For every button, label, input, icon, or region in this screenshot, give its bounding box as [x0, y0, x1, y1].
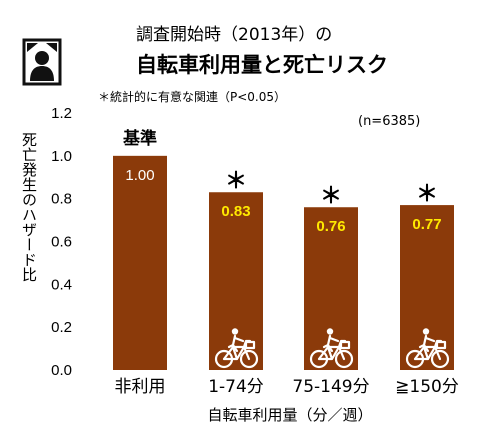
y-axis-title: 死亡発生のハザード比 [20, 132, 38, 282]
significance-note: ＊統計的に有意な関連（P<0.05） [98, 89, 286, 104]
bars [113, 155, 454, 370]
significance-marker: ＊ [320, 184, 342, 209]
sample-size: (n=6385) [358, 114, 420, 129]
y-axis-ticks: 0.0 0.2 0.4 0.6 0.8 1.0 1.2 [51, 105, 72, 379]
y-tick-label: 0.2 [51, 319, 72, 336]
x-category-label: 非利用 [115, 377, 166, 397]
x-category-label: 75-149分 [292, 377, 369, 397]
bicycle-icon [405, 328, 450, 369]
bar-value-label: 0.76 [316, 218, 345, 235]
y-tick-label: 1.0 [51, 148, 72, 165]
y-tick-label: 1.2 [51, 105, 72, 122]
chart-title-line2: 自転車利用量と死亡リスク [136, 53, 388, 77]
bar-value-label: 0.77 [412, 216, 441, 233]
reference-label: 基準 [122, 128, 157, 149]
x-category-label: 1-74分 [208, 377, 264, 397]
y-tick-label: 0.4 [51, 276, 72, 293]
y-tick-label: 0.0 [51, 362, 72, 379]
chart-title-line1: 調査開始時（2013年）の [136, 25, 332, 45]
y-tick-label: 0.8 [51, 191, 72, 208]
significance-marker: ＊ [225, 169, 247, 194]
x-axis-title: 自転車利用量（分／週） [207, 406, 372, 424]
bar [209, 192, 263, 370]
bicycle-icon [309, 328, 354, 369]
bar-labels: 1.00 基準 0.83 ＊ 0.76 ＊ 0.77 ＊ [122, 128, 442, 235]
x-category-label: ≧150分 [395, 377, 459, 397]
y-tick-label: 0.6 [51, 234, 72, 251]
bar-value-label: 0.83 [221, 203, 250, 220]
significance-marker: ＊ [416, 182, 438, 207]
bicycle-icon [214, 328, 259, 369]
x-axis-categories: 非利用 1-74分 75-149分 ≧150分 [115, 377, 459, 397]
memorial-portrait-icon [22, 38, 62, 86]
bar [113, 155, 167, 370]
bar-value-label: 1.00 [125, 167, 154, 184]
